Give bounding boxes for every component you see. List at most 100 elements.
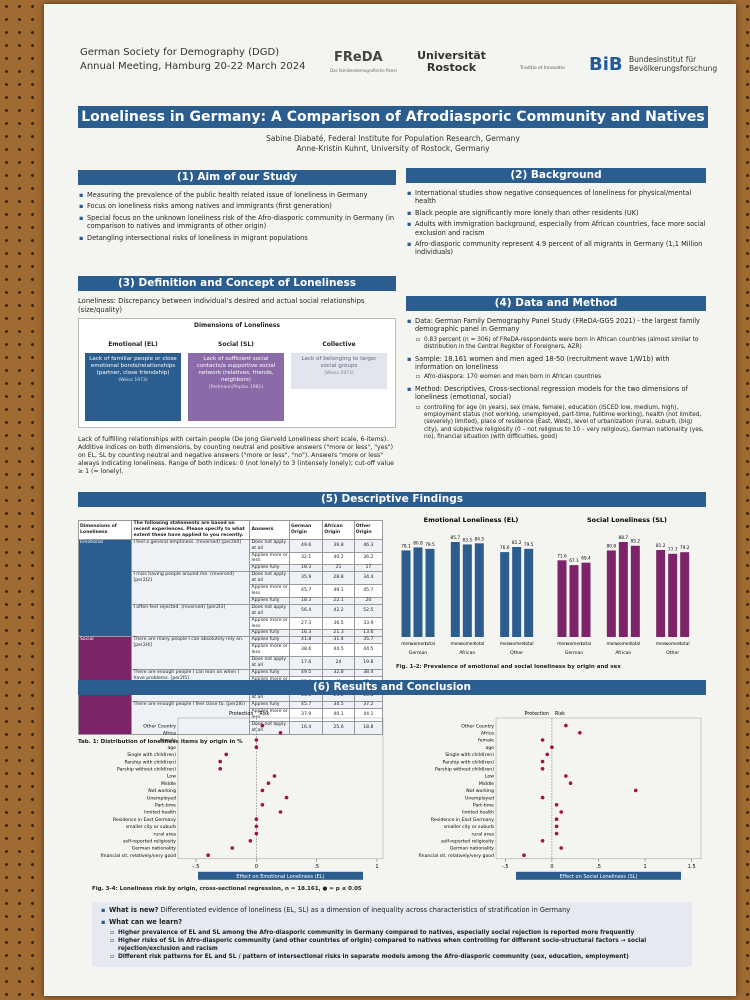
value-cell: 21 (322, 564, 355, 573)
y-label: rural area (154, 831, 177, 837)
value-label: 85.7 (451, 535, 461, 541)
value-label: 84.5 (475, 536, 485, 542)
value-cell: 49.6 (289, 538, 324, 553)
coefficient-point (633, 788, 638, 793)
logo-bib: BiB (589, 54, 623, 75)
coefficient-point (522, 853, 526, 857)
table-header-cell: German Origin (289, 520, 324, 540)
bullet: Adults with immigration background, espe… (406, 220, 706, 237)
section: (3) Definition and Concept of Loneliness… (78, 276, 396, 476)
conclusion-point: Higher prevalence of EL and SL among the… (100, 930, 684, 938)
bar-chart: Social Loneliness (SL) 71.6 men 67.1 women 69… (557, 516, 690, 656)
coefficient-point (540, 839, 545, 843)
dimensions-diagram: Dimensions of Loneliness Emotional (EL) La… (78, 318, 396, 428)
value-cell: 44.5 (353, 643, 384, 658)
value-cell: 49.1 (322, 584, 355, 598)
coefficient-point (284, 795, 289, 800)
value-label: 80.8 (607, 543, 617, 549)
y-label: age (167, 746, 176, 751)
logo-rostock-sub: Traditio et Innovatio (520, 66, 565, 71)
group-label: German (409, 650, 427, 656)
value-cell: 18.3 (289, 596, 324, 605)
y-label: age (485, 746, 494, 751)
value-cell: 38.4 (353, 668, 384, 677)
y-label: Africa (481, 731, 494, 737)
bar (668, 553, 678, 637)
bar (500, 552, 510, 637)
conclusion-point: Different risk patterns for EL and SL / … (100, 954, 684, 962)
y-label: female (160, 738, 176, 744)
y-label: Parship with child(ren) (125, 759, 177, 765)
y-label: Single with child(ren) (445, 752, 494, 758)
value-cell: 35.9 (289, 571, 324, 586)
y-label: Other Country (143, 723, 176, 729)
value-label: 78.1 (401, 543, 411, 549)
coefficient-point (254, 824, 259, 829)
value-label: 67.1 (569, 558, 579, 564)
section-heading: (6) Results and Conclusion (78, 680, 706, 695)
y-label: limited health (144, 810, 176, 816)
y-label: Africa (163, 731, 176, 737)
value-cell: 17.6 (289, 656, 324, 670)
bullet: Black people are significantly more lone… (406, 209, 706, 218)
x-axis-label: Effect on Social Loneliness (SL) (560, 874, 638, 880)
what-new-label: What is new? (109, 906, 159, 914)
table-header-row: Dimensions of Loneliness The following st… (77, 520, 384, 540)
category-label: women (459, 642, 475, 647)
value-label: 79.5 (524, 542, 534, 548)
org-line: German Society for Demography (DGD) (80, 47, 280, 58)
dimension-name: Collective (322, 341, 356, 348)
x-tick-label: .5 (596, 864, 601, 870)
sub-bullet: 0.83 percent (n = 306) of FReDA-responde… (406, 337, 706, 352)
section: (5) Descriptive Findings Dimensions of Lo… (77, 492, 706, 745)
bar (425, 548, 435, 637)
value-cell: 34.4 (353, 571, 384, 586)
value-cell: 49.5 (289, 668, 324, 677)
value-label: 81.2 (512, 540, 522, 546)
loneliness-table: Dimensions of Loneliness The following st… (77, 520, 384, 735)
y-label: Middle (479, 781, 494, 787)
section-heading: (1) Aim of our Study (78, 170, 396, 185)
value-label: 79.2 (680, 545, 690, 551)
answer-cell: Does not apply at all (249, 538, 291, 553)
y-label: Residence in East Germany (113, 817, 176, 823)
coefficient-point (272, 774, 277, 778)
coefficient-point (540, 759, 545, 764)
x-tick-label: 0 (255, 864, 258, 870)
value-cell: 18.3 (289, 564, 324, 573)
coefficient-point (554, 803, 559, 807)
dimension-text: Lack of familiar people or close emotion… (89, 356, 177, 376)
dimension-name: Social (SL) (218, 341, 254, 348)
bar (569, 565, 579, 637)
y-label: Part-time (155, 803, 176, 809)
y-label: Unemployed (465, 795, 494, 801)
y-label: German nationality (450, 846, 495, 852)
bar (401, 550, 411, 637)
value-cell: 20 (353, 596, 384, 605)
y-label: Parship without child(ren) (435, 767, 494, 773)
bullet: Afro-diasporic community represent 4.9 p… (406, 240, 706, 257)
item-cell: I often feel rejected. (reversed) [per2I… (131, 603, 251, 638)
value-cell: 36.2 (353, 551, 384, 566)
value-cell: 28.8 (322, 571, 355, 586)
chart-title: Emotional Loneliness (EL) (424, 516, 519, 524)
y-label: Single with child(ren) (127, 752, 176, 758)
item-cell: I miss having people around me. (reverse… (131, 571, 251, 605)
coefficient-plot: Protection Risk -.5 0 .5 1 1.5 Other Country Afr… (419, 711, 702, 880)
y-label: smaller city or suburb (126, 824, 176, 830)
coefficient-point (224, 752, 229, 757)
coefficient-point (218, 759, 223, 764)
coefficient-point (254, 738, 259, 742)
y-label: rural area (472, 831, 495, 837)
group-label: German (565, 650, 583, 656)
answer-cell: Applies more or less (249, 584, 291, 598)
bullet: Data: German Family Demography Panel Stu… (406, 317, 706, 334)
coefficient-point (260, 788, 265, 793)
table-caption: Tab. 1: Distribution of loneliness items… (78, 738, 243, 745)
category-label: men (451, 642, 461, 647)
category-label: men (557, 642, 567, 647)
coefficient-point (266, 781, 271, 785)
bar (413, 547, 423, 637)
value-cell: 45.7 (353, 584, 384, 598)
section: (4) Data and Method Data: German Family D… (406, 296, 706, 445)
